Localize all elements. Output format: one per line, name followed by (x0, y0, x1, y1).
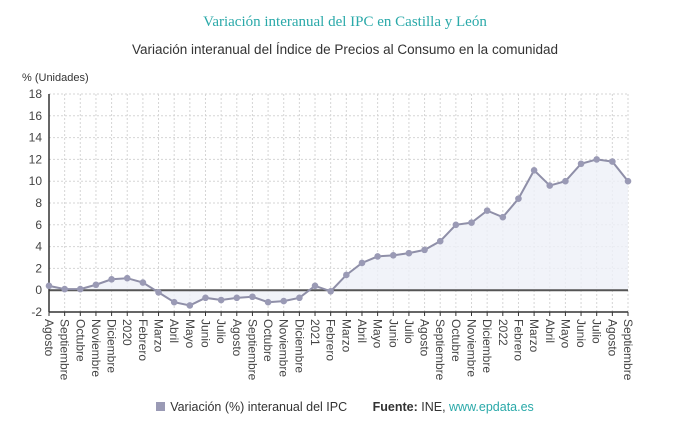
data-point (186, 302, 194, 309)
data-point (123, 274, 131, 282)
y-tick-label: 4 (35, 240, 42, 254)
x-tick-label: Agosto (605, 319, 619, 357)
x-tick-label: Noviembre (277, 319, 291, 377)
data-point (483, 207, 491, 214)
data-point (593, 156, 601, 163)
x-tick-label: Septiembre (621, 319, 635, 381)
data-point (61, 285, 68, 293)
x-tick-label: Mayo (558, 319, 572, 349)
x-tick-label: 2022 (496, 319, 510, 346)
y-axis-label: % (Unidades) (22, 72, 89, 84)
x-tick-label: Abril (355, 319, 369, 343)
source-link[interactable]: www.epdata.es (449, 400, 534, 414)
data-point (452, 221, 460, 229)
y-tick-label: 10 (29, 174, 43, 188)
data-point (108, 276, 115, 283)
data-point (76, 285, 84, 293)
chart-subtitle: Variación interanual del Índice de Preci… (131, 42, 558, 57)
data-point (374, 253, 381, 260)
y-tick-label: -2 (31, 305, 42, 319)
x-tick-label: Marzo (527, 319, 541, 353)
data-point (358, 259, 366, 267)
x-tick-label: Septiembre (433, 319, 447, 381)
data-point (311, 282, 319, 290)
x-tick-label: Septiembre (245, 319, 259, 381)
data-point (530, 167, 538, 174)
data-point (170, 298, 178, 306)
x-tick-label: Abril (543, 319, 557, 343)
data-point (139, 279, 147, 286)
x-tick-label: 2021 (308, 319, 322, 346)
x-tick-label: Octubre (449, 319, 463, 362)
x-tick-label: Marzo (152, 319, 166, 353)
x-tick-label: 2020 (120, 319, 134, 346)
x-tick-label: Diciembre (105, 319, 119, 373)
y-tick-label: 6 (35, 218, 42, 232)
x-tick-label: Agosto (418, 319, 432, 357)
data-point (45, 282, 53, 290)
x-tick-label: Febrero (324, 319, 338, 361)
data-point (296, 294, 303, 302)
data-point (421, 246, 428, 254)
x-tick-label: Noviembre (465, 319, 479, 377)
y-tick-label: 8 (35, 196, 42, 210)
legend-series-label: Variación (%) interanual del IPC (170, 400, 348, 414)
x-tick-label: Septiembre (58, 319, 72, 381)
data-point (202, 294, 209, 302)
data-point (436, 237, 444, 245)
x-tick-label: Febrero (511, 319, 525, 361)
data-point (343, 271, 350, 279)
data-point (249, 293, 256, 301)
data-point (609, 158, 616, 165)
y-tick-label: 14 (29, 131, 43, 145)
data-point (405, 249, 413, 257)
x-tick-label: Julio (214, 319, 228, 344)
data-point (499, 213, 507, 221)
data-point (624, 177, 632, 185)
data-point (577, 160, 585, 168)
chart-title: Variación interanual del IPC en Castilla… (203, 14, 487, 30)
data-point (468, 219, 475, 226)
x-tick-label: Diciembre (480, 319, 494, 373)
y-tick-label: 18 (29, 87, 43, 101)
y-tick-label: 12 (29, 152, 43, 166)
data-point (264, 298, 272, 306)
x-tick-label: Octubre (73, 319, 87, 362)
x-tick-label: Marzo (339, 319, 353, 353)
x-tick-label: Julio (402, 319, 416, 344)
data-point (327, 287, 334, 295)
data-point (155, 289, 162, 296)
x-tick-label: Junio (574, 319, 588, 348)
data-point (546, 182, 554, 189)
data-point (562, 177, 569, 185)
x-tick-label: Octubre (261, 319, 275, 362)
data-point (515, 195, 522, 202)
x-tick-label: Junio (386, 319, 400, 348)
data-point (389, 252, 397, 259)
area-fill (49, 159, 628, 306)
legend: Variación (%) interanual del IPC Fuente:… (0, 400, 690, 414)
data-point (92, 281, 100, 289)
x-tick-label: Mayo (183, 319, 197, 349)
source-label: Fuente: (372, 400, 418, 414)
data-point (280, 297, 288, 305)
x-tick-label: Diciembre (292, 319, 306, 373)
x-tick-label: Noviembre (89, 319, 103, 377)
data-point (233, 294, 241, 302)
y-tick-label: 2 (35, 261, 42, 275)
legend-swatch (156, 402, 166, 411)
source-value: INE, (421, 400, 446, 414)
x-tick-label: Abril (167, 319, 181, 343)
x-tick-label: Mayo (371, 319, 385, 349)
x-tick-label: Julio (590, 319, 604, 344)
x-tick-label: Agosto (42, 319, 56, 357)
x-tick-label: Febrero (136, 319, 150, 361)
x-tick-label: Junio (198, 319, 212, 348)
x-tick-label: Agosto (230, 319, 244, 357)
data-point (217, 296, 225, 304)
y-tick-label: 0 (35, 283, 42, 297)
y-tick-label: 16 (29, 109, 43, 123)
